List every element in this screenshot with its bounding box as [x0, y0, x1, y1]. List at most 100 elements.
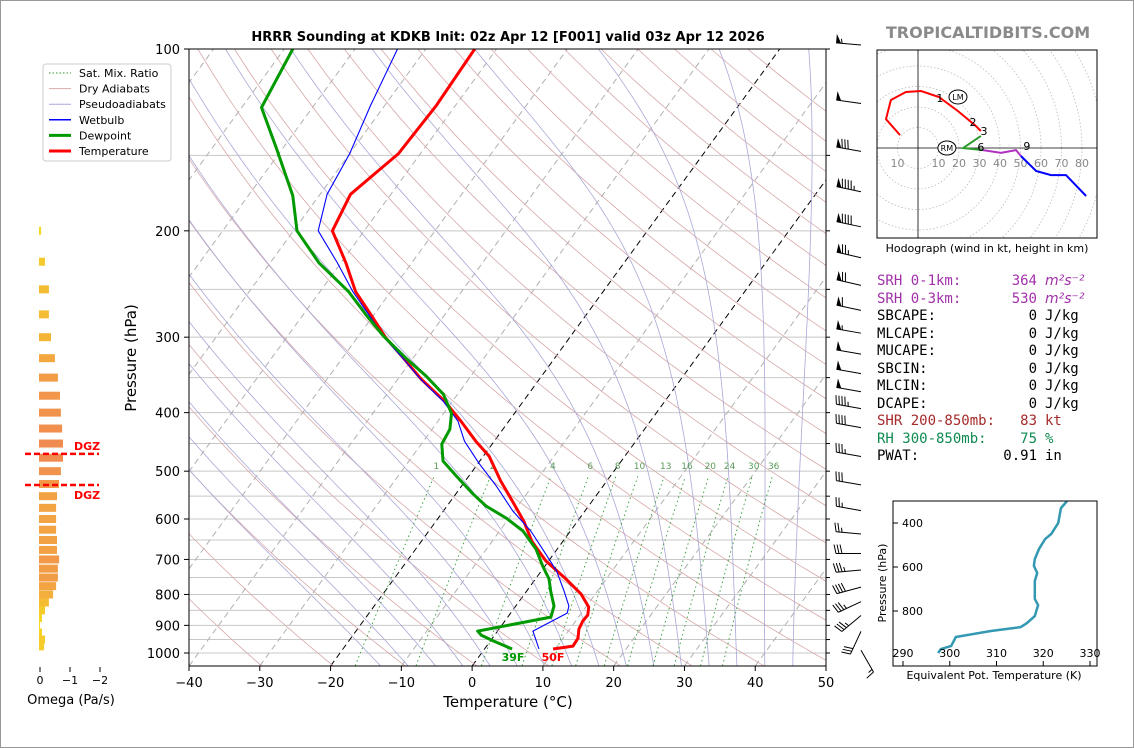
hodograph-ring-label: 20: [952, 157, 966, 170]
mixing-ratio-label: 16: [681, 462, 693, 472]
parameter-row: SRH 0-3km: 530 m²s⁻²: [877, 291, 1107, 309]
wind-barb: [834, 615, 862, 632]
dry-adiabat-line: [307, 49, 826, 507]
parameter-unit: J/kg: [1045, 343, 1079, 359]
mixing-ratio-label: 30: [748, 462, 760, 472]
parameter-label: SBCIN:: [877, 360, 928, 377]
barb-shaft: [836, 480, 862, 486]
theta-e-x-tick-label: 320: [1033, 647, 1054, 660]
pseudoadiabat-line: [189, 436, 409, 666]
wind-barb: [836, 243, 862, 259]
barb-shaft: [836, 99, 862, 105]
barb-half: [843, 566, 846, 572]
dry-adiabat-line: [189, 158, 765, 666]
mixing-ratio-line: [575, 476, 639, 666]
skewt-background-lines: 1 2 4 6 8 10 13 16 20 24 30 36: [189, 49, 826, 666]
barb-half: [844, 622, 850, 627]
parameter-label: DCAPE:: [877, 395, 928, 412]
omega-tick-label: 0: [37, 674, 44, 687]
theta-e-x-tick-label: 300: [939, 647, 960, 660]
barb-full: [841, 651, 851, 655]
wind-barbs: [832, 33, 874, 679]
x-tick-label: 10: [535, 676, 552, 691]
theta-e-y-tick-label: 800: [902, 605, 923, 618]
wind-barb: [832, 601, 862, 613]
storm-motion-label: RM: [941, 144, 954, 153]
parameter-value: 364: [1011, 273, 1037, 289]
mixing-ratio-label: 13: [660, 462, 671, 472]
parameter-value: 0: [1028, 360, 1037, 377]
omega-bar: [39, 373, 58, 382]
skewt-axes: −40 −30 −20 −10 0 10 20 30 40 50 100 200 300 400 500 60…: [122, 43, 834, 711]
omega-axis-label: Omega (Pa/s): [27, 693, 115, 708]
barb-pennant: [836, 319, 842, 330]
parameter-unit: J/kg: [1045, 308, 1079, 324]
hodograph-ring-label: 10: [891, 157, 905, 170]
y-tick-label: 300: [155, 331, 180, 346]
wind-barb: [836, 138, 862, 152]
pseudoadiabat-line: [792, 49, 813, 666]
dry-adiabat-line: [270, 49, 826, 544]
wind-barb: [834, 522, 862, 535]
hodograph-segment: [960, 135, 984, 152]
omega-bar: [39, 628, 42, 637]
parameter-row: MLCAPE: 0 J/kg: [877, 326, 1107, 344]
legend-label: Pseudoadiabats: [79, 98, 166, 111]
mixing-ratio-label: 1: [433, 462, 439, 472]
chart-title: HRRR Sounding at KDKB Init: 02z Apr 12 […: [251, 30, 764, 45]
isotherm-line: [189, 49, 356, 278]
pseudoadiabat-line: [598, 49, 738, 666]
omega-tick-label: −1: [62, 674, 78, 687]
omega-tick-label: −2: [92, 674, 108, 687]
parameter-label: MLCIN:: [877, 378, 928, 394]
parameter-row: SHR 200-850mb: 83 kt: [877, 413, 1107, 431]
omega-bar: [39, 535, 57, 544]
parameter-row: DCAPE: 0 J/kg: [877, 396, 1107, 414]
parameter-unit: m²s⁻²: [1045, 290, 1085, 307]
wind-barb: [836, 33, 862, 46]
isotherm-line: [189, 49, 639, 666]
wind-barb: [832, 582, 862, 595]
barb-full: [832, 563, 837, 573]
omega-bar: [39, 492, 57, 501]
mixing-ratio-label: 24: [724, 462, 736, 472]
x-axis-label: Temperature (°C): [442, 693, 572, 711]
isotherm-line: [542, 276, 826, 666]
hodograph-ring-label: 80: [1075, 157, 1089, 170]
pseudoadiabat-line: [189, 363, 464, 666]
dry-adiabat-line: [380, 49, 826, 435]
pseudoadiabat-line: [189, 218, 545, 666]
wind-barb: [836, 340, 862, 355]
pseudoadiabat-line: [189, 273, 518, 666]
hodograph-frame: [876, 49, 1098, 239]
barb-shaft: [836, 251, 862, 259]
barb-full: [835, 603, 842, 612]
parameter-unit: J/kg: [1045, 378, 1079, 394]
parameter-value: 0: [1028, 325, 1037, 342]
wind-barb: [833, 544, 861, 555]
dry-adiabat-line: [454, 49, 826, 365]
parameter-row: SBCIN: 0 J/kg: [877, 361, 1107, 379]
barb-full: [839, 544, 843, 554]
parameter-row: MUCAPE: 0 J/kg: [877, 343, 1107, 361]
x-tick-label: 0: [468, 676, 476, 691]
omega-bar: [39, 573, 58, 582]
barb-full: [836, 623, 845, 631]
theta-e-y-tick-label: 400: [902, 517, 923, 530]
parameter-value: 530: [1011, 290, 1037, 307]
omega-bar: [39, 453, 63, 462]
barb-full: [832, 585, 838, 594]
dry-adiabat-line: [189, 533, 334, 666]
barb-full: [834, 522, 837, 532]
x-tick-label: 40: [747, 676, 764, 691]
omega-bar: [39, 424, 63, 433]
barb-shaft: [836, 386, 862, 393]
wind-barb: [836, 319, 862, 334]
wind-barb: [860, 650, 874, 679]
omega-bar: [39, 515, 57, 524]
parameter-label: MLCAPE:: [877, 325, 937, 342]
omega-bar: [39, 621, 40, 630]
parameter-label: PWAT:: [877, 448, 920, 464]
